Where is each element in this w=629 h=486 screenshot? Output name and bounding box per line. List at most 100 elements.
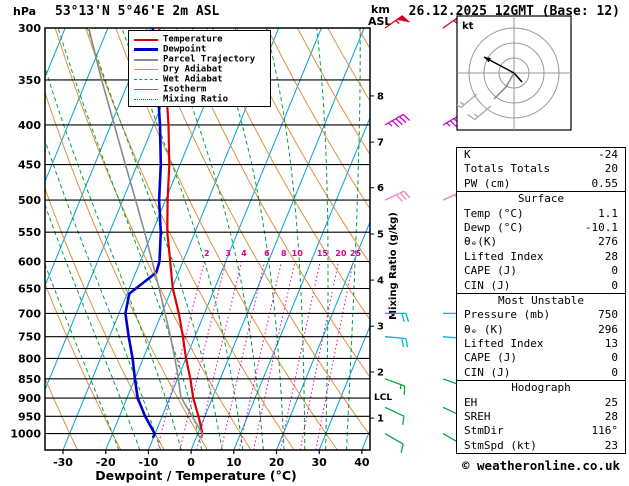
- legend-item: Dry Adiabat: [134, 64, 266, 75]
- table-label: SREH: [464, 410, 491, 424]
- series-temperature: [158, 28, 204, 439]
- legend-line-sample: [134, 79, 158, 80]
- mixing-ratio-axis-label: Mixing Ratio (g/kg): [388, 212, 399, 320]
- svg-text:-10: -10: [138, 456, 158, 469]
- svg-text:500: 500: [18, 194, 41, 207]
- table-value: -24: [598, 148, 618, 161]
- table-value: 0: [611, 351, 618, 365]
- table-value: 276: [598, 235, 618, 249]
- table-section-header: Hodograph: [511, 381, 571, 395]
- svg-text:650: 650: [18, 283, 41, 296]
- copyright-link[interactable]: © weatheronline.co.uk: [461, 458, 621, 473]
- table-row: Lifted Index 28: [457, 250, 625, 264]
- svg-text:10: 10: [292, 249, 304, 258]
- table-value: 25: [604, 395, 618, 409]
- table-row: CIN (J) 0: [457, 279, 625, 293]
- table-value: 116°: [591, 424, 619, 438]
- legend-item: Temperature: [134, 34, 266, 45]
- table-section-header: Most Unstable: [497, 293, 585, 307]
- series-parcel-trajectory: [87, 28, 204, 439]
- table-value: 1.1: [598, 206, 618, 220]
- legend-item: Parcel Trajectory: [134, 54, 266, 65]
- svg-text:1: 1: [377, 414, 384, 425]
- table-value: 0: [611, 264, 618, 278]
- mixing-ratio-lines: [156, 261, 354, 450]
- svg-text:0: 0: [187, 456, 195, 469]
- svg-text:350: 350: [18, 74, 41, 87]
- table-value: 0.55: [591, 176, 619, 190]
- indices-table: K -24 Totals Totals 20 PW (cm) 0.55 Surface Tem…: [456, 147, 626, 455]
- legend-label: Temperature: [163, 34, 223, 45]
- svg-text:2: 2: [204, 249, 210, 258]
- table-row: θₑ (K) 296: [457, 323, 625, 337]
- table-row: CAPE (J) 0: [457, 351, 625, 365]
- table-row: K -24: [457, 148, 625, 162]
- legend-item: Wet Adiabat: [134, 74, 266, 85]
- table-value: 750: [598, 308, 618, 322]
- table-section: Hodograph EH 25 SREH 28 StmDir 116° StmSpd (kt)…: [457, 380, 625, 453]
- table-section: Surface Temp (°C) 1.1 Dewp (°C) -10.1 θₑ(K) 27…: [457, 191, 625, 293]
- svg-text:300: 300: [18, 22, 41, 35]
- legend: Temperature Dewpoint Parcel Trajectory Dry …: [128, 30, 271, 107]
- svg-text:6: 6: [377, 183, 384, 194]
- legend-item: Isotherm: [134, 84, 266, 95]
- dry-adiabat-lines: [45, 28, 370, 450]
- legend-line-sample: [134, 69, 158, 70]
- legend-label: Dewpoint: [163, 44, 207, 55]
- svg-text:30: 30: [312, 456, 328, 469]
- table-label: Totals Totals: [464, 162, 551, 176]
- mixing-ratio-labels: 2 3 4 6 8 10 15 20 25: [204, 249, 361, 258]
- altitude-axis: 1 2 3 4 5 6 7 8 LCL: [370, 91, 392, 425]
- table-row: Lifted Index 13: [457, 337, 625, 351]
- table-row: CIN (J) 0: [457, 366, 625, 380]
- table-row: StmSpd (kt) 23: [457, 439, 625, 453]
- table-label: Temp (°C): [464, 206, 524, 220]
- svg-text:20: 20: [335, 249, 347, 258]
- svg-text:750: 750: [18, 331, 41, 344]
- table-row: SREH 28: [457, 410, 625, 424]
- svg-text:600: 600: [18, 256, 41, 269]
- table-label: θₑ (K): [464, 322, 504, 336]
- table-value: 20: [604, 162, 618, 176]
- table-label: K: [464, 148, 471, 161]
- table-label: Lifted Index: [464, 249, 544, 263]
- table-label: Dewp (°C): [464, 220, 524, 234]
- svg-text:10: 10: [226, 456, 242, 469]
- datetime-title: 26.12.2025 12GMT (Base: 12): [408, 4, 620, 19]
- svg-text:900: 900: [18, 392, 41, 405]
- pressure-axis-labels: 300 350 400 450 500 550 600 650 700 750 800 850 900 9…: [10, 22, 41, 441]
- table-label: θₑ(K): [464, 235, 498, 249]
- wet-adiabat-lines: [45, 28, 361, 450]
- svg-text:850: 850: [18, 373, 41, 386]
- svg-text:6: 6: [264, 249, 270, 258]
- table-value: 28: [604, 249, 618, 263]
- svg-text:25: 25: [350, 249, 362, 258]
- altitude-unit-asl: ASL: [368, 15, 391, 28]
- svg-text:7: 7: [377, 138, 384, 149]
- table-row: StmDir 116°: [457, 424, 625, 438]
- table-label: CIN (J): [464, 278, 511, 292]
- series-dewpoint: [124, 28, 163, 439]
- svg-text:3: 3: [377, 322, 384, 333]
- svg-text:15: 15: [317, 249, 329, 258]
- svg-text:20: 20: [269, 456, 285, 469]
- table-value: 296: [598, 322, 618, 336]
- svg-text:4: 4: [377, 276, 384, 287]
- svg-text:4: 4: [241, 249, 247, 258]
- table-row: EH 25: [457, 396, 625, 410]
- legend-item: Dewpoint: [134, 44, 266, 55]
- svg-text:700: 700: [18, 307, 41, 320]
- table-label: PW (cm): [464, 176, 511, 190]
- table-value: 0: [611, 365, 618, 379]
- svg-text:-30: -30: [53, 456, 73, 469]
- table-section: K -24 Totals Totals 20 PW (cm) 0.55: [457, 148, 625, 191]
- legend-line-sample: [134, 99, 158, 100]
- table-value: -10.1: [584, 220, 618, 234]
- table-label: EH: [464, 395, 478, 409]
- legend-label: Dry Adiabat: [163, 64, 223, 75]
- table-value: 13: [604, 337, 618, 351]
- legend-label: Mixing Ratio: [163, 94, 229, 105]
- svg-text:1000: 1000: [10, 428, 41, 441]
